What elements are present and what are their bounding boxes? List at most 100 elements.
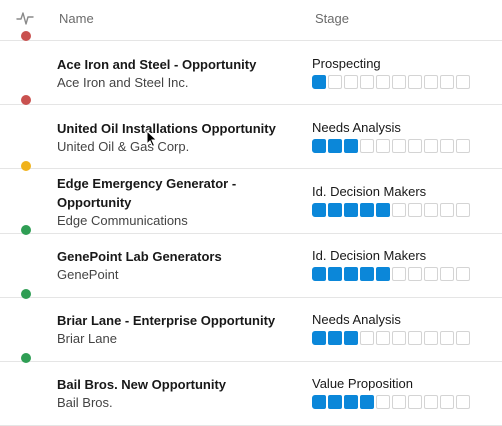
progress-segment [376,395,390,409]
progress-segment [440,75,454,89]
progress-segment [360,203,374,217]
progress-segment [312,139,326,153]
progress-segment [312,331,326,345]
stage-label: Needs Analysis [312,312,401,327]
opportunity-name-link[interactable]: Briar Lane - Enterprise Opportunity [57,313,276,328]
status-dot [21,225,31,235]
stage-label: Prospecting [312,56,381,71]
progress-segment [360,267,374,281]
stage-progress-bar [312,203,472,217]
table-row[interactable]: Bail Bros. New Opportunity Bail Bros. Valu… [0,353,502,426]
progress-segment [312,267,326,281]
progress-segment [376,139,390,153]
progress-segment [360,395,374,409]
table-header: Name Stage [0,0,502,41]
progress-segment [440,331,454,345]
progress-segment [456,331,470,345]
progress-segment [424,267,438,281]
table-row[interactable]: Ace Iron and Steel - Opportunity Ace Iron… [0,31,502,105]
stage-progress-bar [312,139,472,153]
progress-segment [408,267,422,281]
progress-segment [344,331,358,345]
status-dot [21,353,31,363]
progress-segment [424,395,438,409]
progress-segment [376,267,390,281]
progress-segment [344,75,358,89]
column-header-name[interactable]: Name [59,11,94,26]
progress-segment [328,267,342,281]
progress-segment [328,203,342,217]
account-name: GenePoint [57,267,119,282]
progress-segment [392,139,406,153]
status-dot [21,289,31,299]
status-dot [21,95,31,105]
stage-label: Value Proposition [312,376,413,391]
account-name: Edge Communications [57,213,188,228]
stage-label: Id. Decision Makers [312,248,427,263]
opportunity-name-link[interactable]: United Oil Installations Opportunity [57,121,276,136]
progress-segment [360,331,374,345]
progress-segment [328,75,342,89]
stage-progress-bar [312,75,472,89]
progress-segment [456,267,470,281]
progress-segment [312,395,326,409]
progress-segment [344,267,358,281]
progress-segment [408,331,422,345]
stage-progress-bar [312,267,472,281]
progress-segment [344,395,358,409]
opportunity-name-link[interactable]: Ace Iron and Steel - Opportunity [57,57,257,72]
progress-segment [440,203,454,217]
progress-segment [424,139,438,153]
progress-segment [424,203,438,217]
stage-label: Id. Decision Makers [312,184,427,199]
progress-segment [392,395,406,409]
progress-segment [392,267,406,281]
progress-segment [360,75,374,89]
table-row[interactable]: Edge Emergency Generator - Opportunity Ed… [0,161,502,234]
progress-segment [360,139,374,153]
progress-segment [392,331,406,345]
opportunity-name-link[interactable]: Bail Bros. New Opportunity [57,377,227,392]
progress-segment [376,331,390,345]
opportunity-name-link[interactable]: Edge Emergency Generator - Opportunity [57,176,237,210]
progress-segment [312,75,326,89]
progress-segment [328,139,342,153]
progress-segment [424,331,438,345]
progress-segment [456,75,470,89]
progress-segment [456,139,470,153]
progress-segment [456,203,470,217]
pulse-icon [16,12,34,25]
progress-segment [440,267,454,281]
progress-segment [392,75,406,89]
opportunity-name-link[interactable]: GenePoint Lab Generators [57,249,222,264]
progress-segment [312,203,326,217]
account-name: United Oil & Gas Corp. [57,139,190,154]
progress-segment [328,331,342,345]
mouse-pointer-icon [146,130,158,148]
progress-segment [328,395,342,409]
table-row[interactable]: Briar Lane - Enterprise Opportunity Briar… [0,289,502,362]
account-name: Briar Lane [57,331,117,346]
progress-segment [408,203,422,217]
progress-segment [440,139,454,153]
account-name: Ace Iron and Steel Inc. [57,75,189,90]
progress-segment [344,139,358,153]
progress-segment [408,395,422,409]
stage-progress-bar [312,331,472,345]
progress-segment [440,395,454,409]
progress-segment [408,75,422,89]
progress-segment [344,203,358,217]
table-row[interactable]: GenePoint Lab Generators GenePoint Id. Dec… [0,225,502,298]
column-header-stage[interactable]: Stage [315,11,349,26]
progress-segment [456,395,470,409]
progress-segment [424,75,438,89]
status-dot [21,31,31,41]
progress-segment [408,139,422,153]
progress-segment [392,203,406,217]
stage-label: Needs Analysis [312,120,401,135]
status-dot [21,161,31,171]
table-row[interactable]: United Oil Installations Opportunity Unit… [0,95,502,169]
account-name: Bail Bros. [57,395,113,410]
progress-segment [376,203,390,217]
progress-segment [376,75,390,89]
